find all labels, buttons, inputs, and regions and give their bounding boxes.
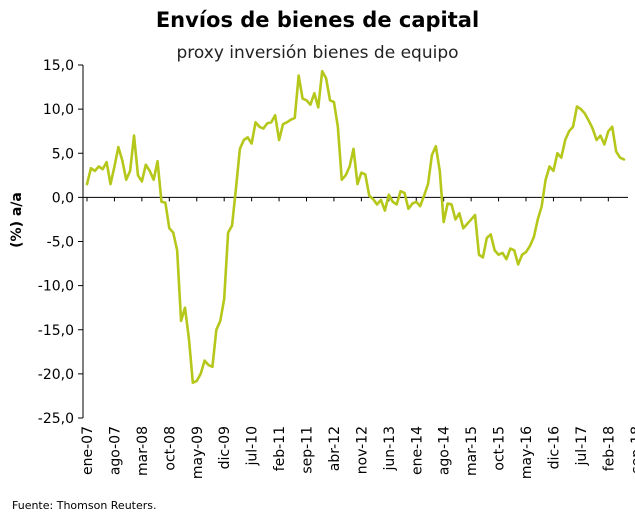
y-tick-label: -5,0 bbox=[47, 235, 74, 251]
x-tick-label: mar-15 bbox=[464, 426, 480, 476]
x-tick-label: dic-09 bbox=[217, 426, 233, 469]
x-tick-label: may-09 bbox=[190, 426, 206, 479]
x-tick-label: feb-11 bbox=[272, 426, 288, 471]
x-tick-label: ene-14 bbox=[409, 426, 425, 475]
x-tick-label: jun-13 bbox=[382, 426, 398, 472]
x-tick-label: jul-17 bbox=[574, 426, 590, 467]
x-tick-label: abr-12 bbox=[327, 426, 343, 471]
x-tick-label: jul-10 bbox=[245, 426, 261, 467]
x-tick-label: sep-11 bbox=[300, 426, 316, 474]
y-tick-label: 5,0 bbox=[52, 146, 74, 162]
y-tick-label: -15,0 bbox=[38, 323, 74, 339]
x-tick-label: oct-08 bbox=[162, 426, 178, 471]
x-tick-label: nov-12 bbox=[354, 426, 370, 474]
y-tick-label: 10,0 bbox=[43, 102, 74, 118]
series-line bbox=[85, 69, 626, 384]
x-tick-label: ago-07 bbox=[107, 426, 123, 475]
series-group bbox=[85, 69, 626, 384]
x-tick-label: oct-15 bbox=[492, 426, 508, 471]
x-axis: ene-07 ago-07 mar-08 oct-08 may-09 dic-09 jul-… bbox=[80, 196, 635, 479]
y-axis-label: (%) a/a bbox=[9, 192, 25, 248]
x-tick-label: sep-18 bbox=[629, 426, 635, 474]
source-note: Fuente: Thomson Reuters. bbox=[12, 499, 157, 512]
x-tick-label: feb-18 bbox=[601, 426, 617, 471]
x-tick-label: ene-07 bbox=[80, 426, 96, 475]
y-axis: 15,0 10,0 5,0 0,0 -5,0 -10,0 -15,0 -20,0 -25,0 bbox=[38, 58, 84, 427]
y-tick-label: -10,0 bbox=[38, 279, 74, 295]
chart-subtitle: proxy inversión bienes de equipo bbox=[176, 43, 459, 63]
y-tick-label: -20,0 bbox=[38, 367, 74, 383]
x-tick-label: mar-08 bbox=[135, 426, 151, 476]
x-tick-label: dic-16 bbox=[546, 426, 562, 469]
chart-title: Envíos de bienes de capital bbox=[155, 8, 480, 32]
y-tick-label: 0,0 bbox=[52, 190, 74, 206]
x-tick-label: ago-14 bbox=[437, 426, 453, 475]
x-tick-label: may-16 bbox=[519, 426, 535, 479]
y-tick-label: -25,0 bbox=[38, 411, 74, 427]
y-tick-label: 15,0 bbox=[43, 58, 74, 74]
